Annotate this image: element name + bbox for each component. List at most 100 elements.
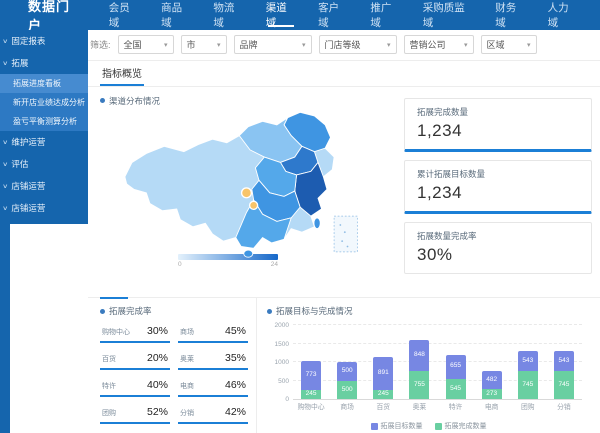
completion-grid: 购物中心 30% 商场 45% 百货 20% 奥莱 35% 特许 40% 电商 46% 团购 52% 分销 4…: [100, 323, 248, 425]
stacked-bar[interactable]: 891 245: [373, 357, 394, 400]
sidebar-item-维护运营[interactable]: ∨ 维护运营: [0, 131, 88, 153]
legend-label: 拓展目标数量: [380, 423, 423, 431]
map-region-hainan[interactable]: [243, 249, 254, 258]
bar-value-label: 745: [522, 380, 534, 388]
filter-dropdown-6[interactable]: 区域 ▾: [480, 35, 537, 55]
bullet-icon: [267, 308, 272, 314]
top-nav: 数据门户 会员域 商品域 物流域 渠道域 客户域 推广域 采购质监域 财务域 人力域: [0, 0, 600, 33]
stacked-bar[interactable]: 482 273: [481, 371, 502, 400]
stacked-bar[interactable]: 543 745: [517, 351, 538, 400]
chevron-down-icon: ∨: [2, 205, 9, 212]
sidebar-menu: ∨ 固定报表 ∨ 拓展 拓展进度看板 新开店业绩达成分析 盈亏平衡测算分析 ∨ 维护运营 ∨ 评估 ∨…: [0, 30, 88, 224]
completion-label: 特许: [102, 383, 116, 391]
filter-dropdown-4[interactable]: 门店等级 ▾: [318, 35, 397, 55]
nav-item-会员域[interactable]: 会员域: [108, 2, 130, 29]
x-axis-label: 分销: [557, 404, 571, 412]
bar-segment: 545: [445, 378, 466, 400]
sidebar-item-店铺运营[interactable]: ∨ 店铺运营: [0, 197, 88, 219]
chart-title-label: 拓展目标与完成情况: [276, 306, 353, 317]
filter-selected-value: 品牌: [239, 40, 258, 51]
completion-value: 45%: [224, 325, 246, 338]
sidebar-subitem-拓展进度看板[interactable]: 拓展进度看板: [0, 74, 88, 93]
bar-segment: 543: [553, 351, 574, 372]
filter-dropdown-5[interactable]: 营销公司 ▾: [403, 35, 474, 55]
legend-item-拓展完成数量[interactable]: 拓展完成数量: [434, 421, 487, 431]
x-axis-label: 百货: [376, 404, 391, 412]
bar-value-label: 482: [486, 375, 498, 383]
bar-value-label: 545: [450, 384, 461, 392]
map-region-south[interactable]: [235, 198, 292, 249]
bar-value-label: 848: [414, 351, 425, 359]
map-marker[interactable]: [248, 200, 259, 210]
x-axis-label: 商场: [340, 404, 354, 412]
y-axis-label: 0: [285, 396, 289, 404]
sidebar-subitem-新开店业绩达成分析[interactable]: 新开店业绩达成分析: [0, 93, 88, 112]
kpi-value: 1,234: [417, 120, 463, 140]
filter-selected-value: 门店等级: [324, 40, 361, 51]
completion-card-团购: 团购 52%: [100, 404, 170, 425]
x-axis-label: 团购: [521, 404, 535, 412]
completion-label: 团购: [102, 410, 116, 418]
nav-item-财务域[interactable]: 财务域: [495, 2, 517, 29]
plot-area: 773 245 500 500 891 245 848 755 655 545 482 273 543 7…: [293, 324, 582, 401]
nav-item-推广域[interactable]: 推广域: [370, 2, 392, 29]
sidebar-item-label: 拓展: [11, 58, 29, 68]
nav-item-渠道域[interactable]: 渠道域: [266, 0, 296, 30]
chevron-down-icon: ▾: [464, 41, 468, 49]
bar-value-label: 273: [486, 389, 498, 397]
chevron-down-icon: ▾: [217, 41, 221, 49]
bar-segment: 891: [373, 357, 394, 390]
nav-item-物流域[interactable]: 物流域: [213, 2, 235, 29]
stacked-bar[interactable]: 655 545: [445, 354, 466, 400]
sidebar-item-拓展[interactable]: ∨ 拓展: [0, 52, 88, 74]
bar-segment: 543: [517, 351, 538, 372]
filter-dropdown-3[interactable]: 品牌 ▾: [233, 35, 312, 55]
completion-card-特许: 特许 40%: [100, 377, 170, 398]
gridline: [293, 379, 582, 381]
nav-item-客户域[interactable]: 客户域: [318, 2, 340, 29]
bar-value-label: 245: [305, 390, 317, 398]
nav-item-人力域[interactable]: 人力域: [547, 2, 569, 29]
chevron-down-icon: ▾: [527, 41, 531, 49]
bar-value-label: 773: [305, 371, 317, 379]
tab-overview[interactable]: 指标概览: [100, 62, 144, 86]
bar-column-电商: 482 273: [474, 325, 510, 400]
filter-dropdown-1[interactable]: 全国 ▾: [117, 35, 174, 55]
map-marker[interactable]: [240, 186, 253, 199]
nav-item-采购质监域[interactable]: 采购质监域: [422, 2, 465, 29]
sidebar-item-评估[interactable]: ∨ 评估: [0, 153, 88, 175]
nav-item-商品域[interactable]: 商品域: [161, 2, 183, 29]
sidebar-item-店铺运营[interactable]: ∨ 店铺运营: [0, 175, 88, 197]
filter-selected-value: 营销公司: [409, 40, 446, 51]
x-axis-label: 购物中心: [297, 404, 325, 412]
legend-item-拓展目标数量[interactable]: 拓展目标数量: [370, 421, 423, 431]
sidebar-subitem-盈亏平衡测算分析[interactable]: 盈亏平衡测算分析: [0, 112, 88, 131]
bar-column-百货: 891 245: [365, 325, 401, 400]
china-map[interactable]: [102, 107, 382, 259]
map-region-taiwan[interactable]: [313, 217, 321, 229]
map-scale-min: 0: [178, 260, 182, 268]
gridline: [293, 342, 582, 344]
stacked-bar[interactable]: 543 745: [553, 351, 574, 400]
sidebar-rail: [0, 30, 10, 433]
sidebar-item-固定报表[interactable]: ∨ 固定报表: [0, 30, 88, 52]
stacked-bar[interactable]: 500 500: [337, 362, 358, 400]
filter-dropdown-2[interactable]: 市 ▾: [180, 35, 227, 55]
completion-value: 20%: [146, 352, 168, 365]
y-axis-label: 1500: [274, 340, 289, 348]
map-inset-box: [333, 215, 358, 252]
sidebar-item-label: 维护运营: [11, 137, 46, 147]
kpi-title: 拓展完成数量: [417, 106, 469, 117]
completion-card-百货: 百货 20%: [100, 350, 170, 371]
map-panel: 渠道分布情况: [100, 87, 404, 297]
bar-segment: 755: [409, 371, 430, 400]
kpi-cards: 拓展完成数量 1,234 累计拓展目标数量 1,234 拓展数量完成率 30%: [404, 87, 592, 297]
chevron-down-icon: ∨: [2, 139, 9, 146]
completion-value: 40%: [146, 379, 168, 392]
completion-value: 35%: [224, 352, 246, 365]
chevron-down-icon: ∨: [2, 161, 9, 168]
y-axis-label: 1000: [274, 359, 289, 367]
stacked-bar[interactable]: 773 245: [301, 361, 322, 400]
stacked-bar[interactable]: 848 755: [409, 339, 430, 400]
bar-column-商场: 500 500: [329, 325, 365, 400]
